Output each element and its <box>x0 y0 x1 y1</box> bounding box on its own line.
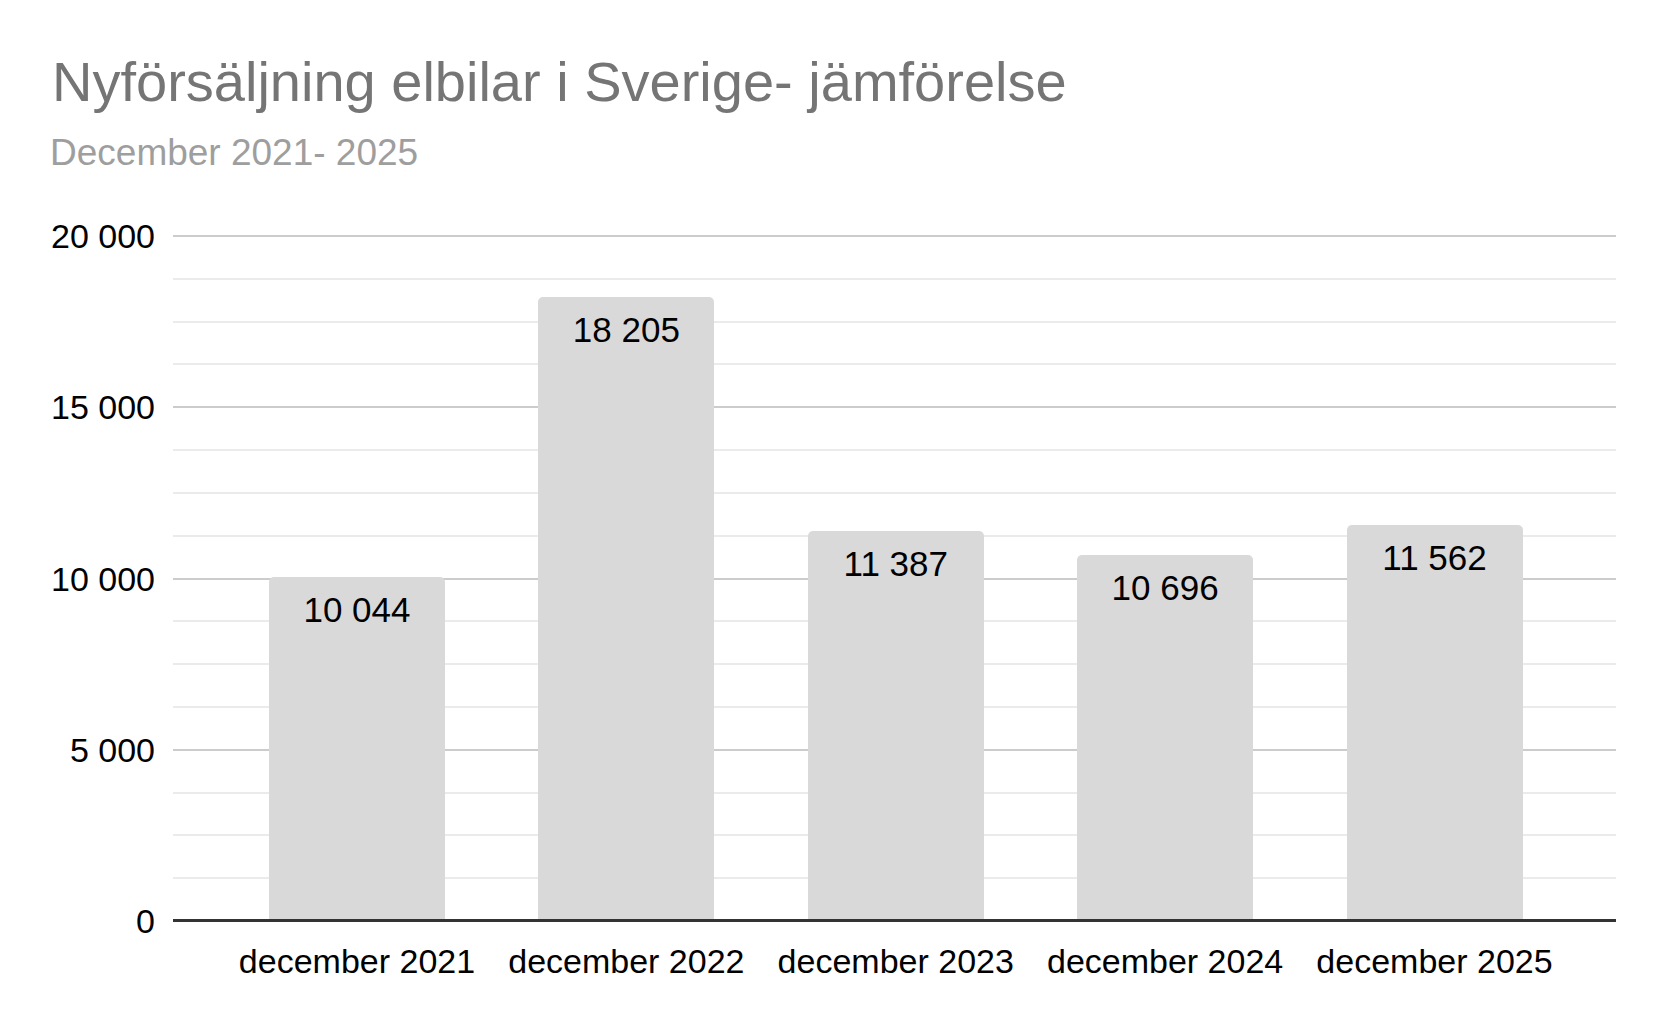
bar-december-2023: 11 387 <box>808 531 984 921</box>
bar-value-label: 18 205 <box>538 310 714 350</box>
plot-area: 10 044 18 205 11 387 10 696 11 562 <box>173 236 1616 921</box>
bar-value-label: 11 387 <box>808 544 984 584</box>
major-gridline <box>173 235 1616 237</box>
minor-gridline <box>173 363 1616 365</box>
y-axis-tick-label: 5 000 <box>0 730 155 770</box>
x-axis-tick-label: december 2023 <box>746 941 1046 981</box>
minor-gridline <box>173 321 1616 323</box>
x-axis-tick-label: december 2025 <box>1285 941 1585 981</box>
y-axis-tick-label: 15 000 <box>0 387 155 427</box>
major-gridline <box>173 406 1616 408</box>
bar-december-2021: 10 044 <box>269 577 445 921</box>
y-axis-tick-label: 20 000 <box>0 216 155 256</box>
bar-value-label: 11 562 <box>1347 538 1523 578</box>
minor-gridline <box>173 278 1616 280</box>
bar-december-2022: 18 205 <box>538 297 714 921</box>
chart-title: Nyförsäljning elbilar i Sverige- jämföre… <box>52 54 1067 110</box>
minor-gridline <box>173 492 1616 494</box>
bar-value-label: 10 696 <box>1077 568 1253 608</box>
bar-value-label: 10 044 <box>269 590 445 630</box>
x-axis-line <box>173 919 1616 922</box>
x-axis-tick-label: december 2021 <box>207 941 507 981</box>
bar-december-2025: 11 562 <box>1347 525 1523 921</box>
x-axis-tick-label: december 2024 <box>1015 941 1315 981</box>
minor-gridline <box>173 449 1616 451</box>
bar-chart: Nyförsäljning elbilar i Sverige- jämföre… <box>0 0 1666 1030</box>
x-axis-tick-label: december 2022 <box>476 941 776 981</box>
chart-subtitle: December 2021- 2025 <box>50 134 418 171</box>
y-axis-tick-label: 0 <box>0 901 155 941</box>
bar-december-2024: 10 696 <box>1077 555 1253 921</box>
y-axis-tick-label: 10 000 <box>0 559 155 599</box>
